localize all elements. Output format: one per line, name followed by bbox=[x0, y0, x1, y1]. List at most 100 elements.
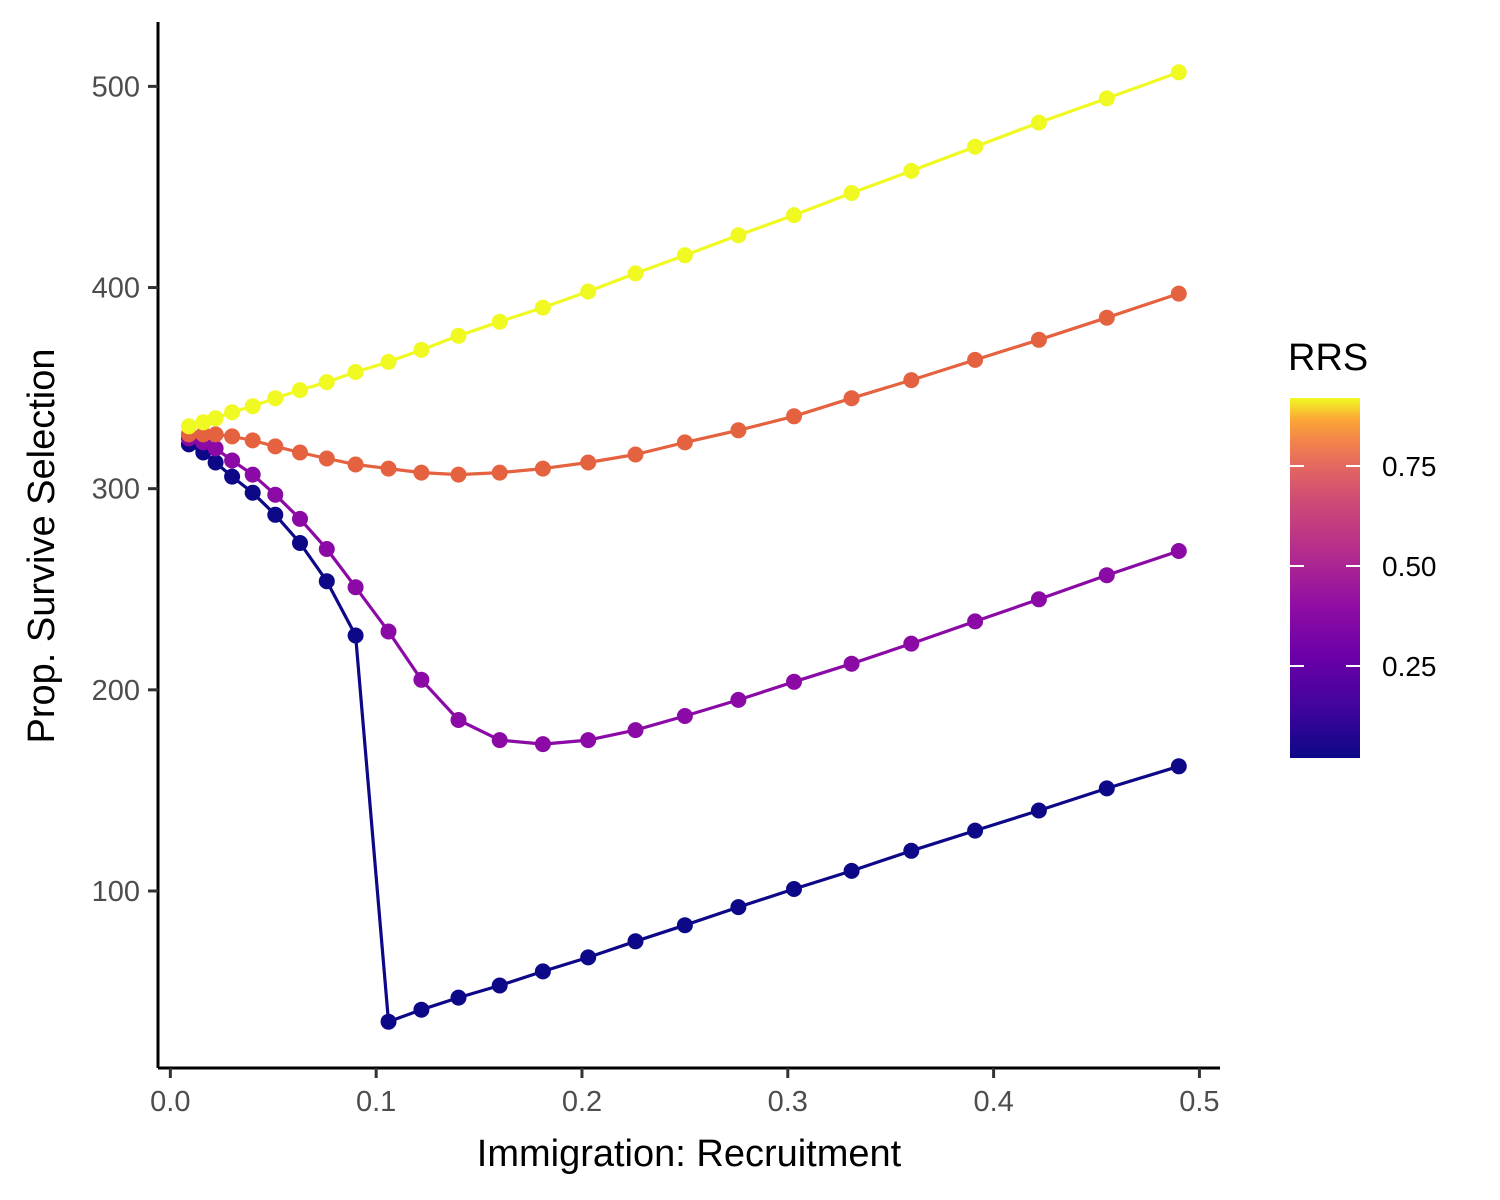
data-point bbox=[627, 933, 644, 950]
data-point bbox=[180, 418, 197, 435]
data-point bbox=[786, 673, 802, 690]
data-point bbox=[580, 732, 597, 749]
data-point bbox=[967, 138, 984, 155]
colorbar-label: 0.75 bbox=[1382, 451, 1437, 482]
y-tick-label: 100 bbox=[92, 876, 140, 908]
data-point bbox=[450, 712, 467, 728]
data-point bbox=[786, 881, 802, 897]
data-point bbox=[786, 408, 802, 425]
data-point bbox=[413, 1001, 430, 1018]
series-1 bbox=[180, 436, 1187, 1030]
data-point bbox=[207, 410, 224, 427]
data-point bbox=[676, 708, 693, 724]
data-point bbox=[207, 454, 224, 471]
data-point bbox=[450, 466, 467, 483]
data-point bbox=[292, 510, 308, 527]
data-point bbox=[244, 432, 261, 449]
data-point bbox=[267, 506, 284, 523]
y-ticks: 100 200 300 400 500 bbox=[92, 71, 158, 908]
color-legend: RRS 0.25 0.50 0.75 bbox=[1288, 337, 1437, 758]
data-point bbox=[903, 635, 920, 652]
data-point bbox=[1030, 114, 1047, 131]
data-point bbox=[207, 426, 224, 443]
data-point bbox=[843, 655, 860, 672]
data-point bbox=[450, 989, 467, 1006]
series-line bbox=[188, 443, 1180, 1024]
data-point bbox=[380, 623, 397, 640]
colorbar-label: 0.25 bbox=[1382, 651, 1437, 682]
data-point bbox=[1098, 567, 1115, 584]
x-tick-label: 0.2 bbox=[562, 1086, 602, 1118]
data-point bbox=[380, 1013, 397, 1030]
x-tick-label: 0.0 bbox=[150, 1086, 190, 1118]
data-point bbox=[1030, 591, 1047, 608]
data-point bbox=[1170, 543, 1187, 559]
data-point bbox=[318, 573, 335, 590]
data-point bbox=[730, 899, 747, 916]
data-point bbox=[676, 247, 693, 264]
series-3 bbox=[180, 285, 1187, 483]
data-point bbox=[534, 736, 551, 753]
data-point bbox=[580, 283, 597, 300]
data-point bbox=[843, 185, 860, 201]
data-point bbox=[224, 428, 241, 445]
data-point bbox=[534, 460, 551, 477]
data-point bbox=[267, 486, 284, 503]
data-point bbox=[967, 822, 984, 839]
data-point bbox=[413, 341, 430, 358]
data-point bbox=[413, 464, 430, 481]
data-point bbox=[292, 444, 308, 461]
data-point bbox=[292, 535, 308, 551]
data-point bbox=[292, 382, 308, 399]
data-point bbox=[244, 484, 261, 501]
data-point bbox=[843, 862, 860, 879]
series-4 bbox=[180, 64, 1187, 435]
data-point bbox=[380, 460, 397, 477]
series-layer bbox=[180, 64, 1187, 1030]
data-point bbox=[903, 372, 920, 389]
data-point bbox=[413, 671, 430, 688]
data-point bbox=[967, 351, 984, 368]
data-point bbox=[967, 613, 984, 630]
data-point bbox=[347, 364, 364, 380]
colorbar bbox=[1290, 398, 1360, 758]
x-tick-label: 0.3 bbox=[768, 1086, 808, 1118]
data-point bbox=[1098, 309, 1115, 326]
data-point bbox=[1170, 285, 1187, 302]
data-point bbox=[224, 404, 241, 421]
data-point bbox=[676, 917, 693, 934]
data-point bbox=[318, 541, 335, 557]
data-point bbox=[730, 422, 747, 439]
data-point bbox=[195, 414, 212, 431]
colorbar-breaks: 0.25 0.50 0.75 bbox=[1290, 451, 1437, 682]
y-tick-label: 500 bbox=[92, 71, 140, 103]
y-axis-title: Prop. Survive Selection bbox=[21, 349, 63, 744]
x-tick-label: 0.5 bbox=[1179, 1086, 1219, 1118]
data-point bbox=[267, 438, 284, 455]
x-tick-label: 0.4 bbox=[973, 1086, 1013, 1118]
data-point bbox=[730, 227, 747, 244]
data-point bbox=[627, 446, 644, 463]
data-point bbox=[1170, 64, 1187, 81]
data-point bbox=[1030, 802, 1047, 819]
data-point bbox=[730, 691, 747, 708]
data-point bbox=[676, 434, 693, 451]
data-point bbox=[1170, 758, 1187, 775]
data-point bbox=[786, 207, 802, 224]
data-point bbox=[347, 579, 364, 596]
data-point bbox=[580, 454, 597, 471]
data-point bbox=[491, 464, 508, 481]
data-point bbox=[207, 440, 224, 457]
data-point bbox=[195, 426, 212, 443]
data-point bbox=[843, 390, 860, 407]
data-point bbox=[627, 722, 644, 739]
data-point bbox=[244, 466, 261, 483]
data-point bbox=[347, 456, 364, 473]
data-point bbox=[903, 842, 920, 859]
x-axis-title: Immigration: Recruitment bbox=[477, 1133, 902, 1175]
data-point bbox=[903, 162, 920, 179]
data-point bbox=[491, 313, 508, 330]
data-point bbox=[267, 390, 284, 407]
data-point bbox=[347, 627, 364, 644]
